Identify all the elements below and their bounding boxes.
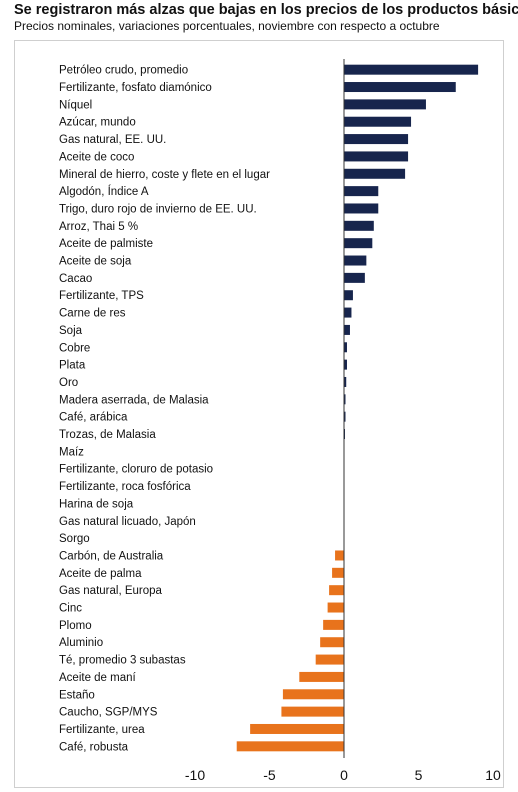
bar-algodon-indice-a	[344, 186, 379, 197]
bar-oro	[344, 376, 347, 387]
category-label-aceite-de-mani: Aceite de maní	[59, 672, 137, 684]
category-label-sorgo: Sorgo	[59, 533, 90, 545]
bar-arroz-thai-5	[344, 220, 374, 231]
category-label-cafe-arabica: Café, arábica	[59, 412, 128, 424]
category-label-mineral-de-hierro-coste-y-flete-en-el-lugar: Mineral de hierro, coste y flete en el l…	[59, 169, 270, 181]
category-label-plomo: Plomo	[59, 620, 92, 632]
bar-gas-natural-europa	[329, 585, 344, 596]
category-label-estano: Estaño	[59, 689, 95, 701]
category-label-harina-de-soja: Harina de soja	[59, 498, 134, 510]
bar-azucar-mundo	[344, 116, 412, 127]
bar-aceite-de-palma	[332, 567, 344, 578]
bar-carbon-de-australia	[335, 550, 344, 561]
bar-carne-de-res	[344, 307, 352, 318]
category-label-cinc: Cinc	[59, 603, 82, 615]
category-label-fertilizante-urea: Fertilizante, urea	[59, 724, 145, 736]
bar-estano	[282, 689, 344, 700]
bar-chart: Petróleo crudo, promedio Fertilizante, fo…	[59, 59, 501, 783]
bar-aceite-de-mani	[299, 671, 344, 682]
chart-title: Se registraron más alzas que bajas en lo…	[14, 2, 518, 18]
category-label-fertilizante-tps: Fertilizante, TPS	[59, 290, 144, 302]
category-label-trigo-duro-rojo-de-invierno-de-ee-uu: Trigo, duro rojo de invierno de EE. UU.	[59, 203, 257, 215]
bar-aluminio	[320, 637, 344, 648]
bar-cinc	[327, 602, 344, 613]
bar-cobre	[344, 342, 347, 353]
category-label-fertilizante-cloruro-de-potasio: Fertilizante, cloruro de potasio	[59, 464, 213, 476]
bar-cafe-robusta	[236, 741, 344, 752]
category-label-plata: Plata	[59, 360, 86, 372]
category-label-maiz: Maíz	[59, 446, 84, 458]
bar-mineral-de-hierro-coste-y-flete-en-el-lugar	[344, 168, 406, 179]
category-label-trozas-de-malasia: Trozas, de Malasia	[59, 429, 156, 441]
bar-trigo-duro-rojo-de-invierno-de-ee-uu	[344, 203, 379, 214]
category-label-cobre: Cobre	[59, 342, 90, 354]
bar-gas-natural-ee-uu	[344, 134, 409, 145]
category-label-aluminio: Aluminio	[59, 637, 103, 649]
category-label-cacao: Cacao	[59, 273, 92, 285]
x-tick-label-0: 0	[340, 767, 348, 783]
bar-aceite-de-coco	[344, 151, 409, 162]
category-label-azucar-mundo: Azúcar, mundo	[59, 117, 136, 129]
bar-petroleo-crudo-promedio	[344, 64, 479, 75]
category-label-petroleo-crudo-promedio: Petróleo crudo, promedio	[59, 65, 188, 77]
category-label-gas-natural-licuado-japon: Gas natural licuado, Japón	[59, 516, 196, 528]
category-label-cafe-robusta: Café, robusta	[59, 741, 129, 753]
bar-plata	[344, 359, 347, 370]
bar-caucho-sgp-mys	[281, 706, 344, 717]
bar-fertilizante-urea	[250, 723, 344, 734]
bar-soja	[344, 324, 350, 335]
category-label-soja: Soja	[59, 325, 83, 337]
category-label-fertilizante-fosfato-diamonico: Fertilizante, fosfato diamónico	[59, 82, 212, 94]
bar-cafe-arabica	[344, 411, 346, 422]
bar-plomo	[323, 619, 344, 630]
category-label-aceite-de-palma: Aceite de palma	[59, 568, 142, 580]
category-label-madera-aserrada-de-malasia: Madera aserrada, de Malasia	[59, 394, 209, 406]
x-tick-label-minus-5: -5	[263, 767, 276, 783]
category-label-carbon-de-australia: Carbón, de Australia	[59, 550, 164, 562]
category-label-aceite-de-palmiste: Aceite de palmiste	[59, 238, 153, 250]
bar-fertilizante-tps	[344, 290, 353, 301]
bar-te-promedio-3-subastas	[315, 654, 344, 665]
bar-aceite-de-soja	[344, 255, 367, 266]
bar-niquel	[344, 99, 426, 110]
category-label-fertilizante-roca-fosforica: Fertilizante, roca fosfórica	[59, 481, 191, 493]
x-tick-label-5: 5	[415, 767, 423, 783]
chart-area: Petróleo crudo, promedio Fertilizante, fo…	[14, 40, 504, 788]
category-label-caucho-sgp-mys: Caucho, SGP/MYS	[59, 707, 158, 719]
category-label-te-promedio-3-subastas: Té, promedio 3 subastas	[59, 655, 186, 667]
bar-fertilizante-fosfato-diamonico	[344, 82, 456, 93]
category-label-gas-natural-europa: Gas natural, Europa	[59, 585, 163, 597]
bar-aceite-de-palmiste	[344, 238, 373, 249]
category-label-arroz-thai-5: Arroz, Thai 5 %	[59, 221, 138, 233]
x-tick-label-minus-10: -10	[185, 767, 205, 783]
x-tick-label-10: 10	[485, 767, 501, 783]
category-label-aceite-de-soja: Aceite de soja	[59, 256, 132, 268]
category-label-algodon-indice-a: Algodón, Índice A	[59, 185, 149, 198]
category-label-aceite-de-coco: Aceite de coco	[59, 151, 134, 163]
category-label-carne-de-res: Carne de res	[59, 308, 126, 320]
category-label-niquel: Níquel	[59, 99, 92, 111]
bar-cacao	[344, 272, 365, 283]
bar-madera-aserrada-de-malasia	[344, 394, 346, 405]
chart-subtitle: Precios nominales, variaciones porcentua…	[14, 19, 440, 33]
category-label-oro: Oro	[59, 377, 78, 389]
category-label-gas-natural-ee-uu: Gas natural, EE. UU.	[59, 134, 166, 146]
